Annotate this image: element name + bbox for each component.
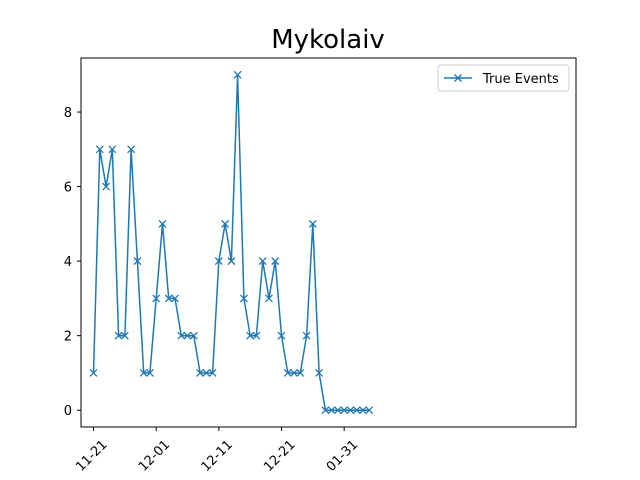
data-point (346, 406, 355, 415)
data-point (152, 294, 161, 303)
y-tick-label: 2 (64, 330, 72, 345)
data-point (127, 145, 136, 154)
data-point (271, 257, 280, 266)
data-point (214, 257, 223, 266)
data-point (158, 219, 167, 228)
data-point (102, 182, 111, 191)
data-point (145, 368, 154, 377)
data-point (258, 257, 267, 266)
y-tick-label: 8 (64, 106, 72, 121)
data-point (365, 406, 374, 415)
data-point (139, 368, 148, 377)
data-point (171, 294, 179, 303)
legend-marker-icon (454, 74, 462, 82)
data-point (202, 368, 211, 377)
y-tick-label: 0 (64, 404, 72, 419)
y-tick-label: 4 (64, 255, 72, 270)
data-point (321, 406, 330, 415)
legend-label: True Events (482, 72, 559, 87)
data-point (352, 406, 361, 415)
data-point (120, 331, 129, 340)
data-point (333, 406, 342, 415)
data-point (327, 406, 336, 415)
data-point (359, 406, 367, 415)
data-point (89, 368, 98, 377)
plot-frame (80, 57, 577, 428)
data-point (246, 331, 255, 340)
data-point (95, 145, 104, 154)
data-point (164, 294, 173, 303)
data-point (277, 331, 286, 340)
data-point (196, 368, 205, 377)
data-point (108, 145, 117, 154)
legend: True Events (437, 64, 570, 92)
data-point (114, 331, 123, 340)
data-point (177, 331, 186, 340)
data-point (308, 219, 317, 228)
data-point (221, 219, 230, 228)
data-point (265, 294, 273, 303)
data-point (133, 257, 142, 266)
data-point (315, 368, 324, 377)
chart-title: Mykolaiv (271, 25, 385, 55)
data-point (183, 331, 192, 340)
data-point (189, 331, 198, 340)
data-point (233, 70, 242, 79)
data-point (208, 368, 217, 377)
data-point (340, 406, 349, 415)
data-point (296, 368, 305, 377)
data-point (290, 368, 298, 377)
data-point (239, 294, 248, 303)
series-layer (89, 70, 374, 415)
data-point (283, 368, 292, 377)
legend-box (437, 64, 570, 92)
data-point (227, 257, 236, 266)
data-point (252, 331, 261, 340)
y-tick-label: 6 (64, 181, 72, 196)
data-point (302, 331, 311, 340)
